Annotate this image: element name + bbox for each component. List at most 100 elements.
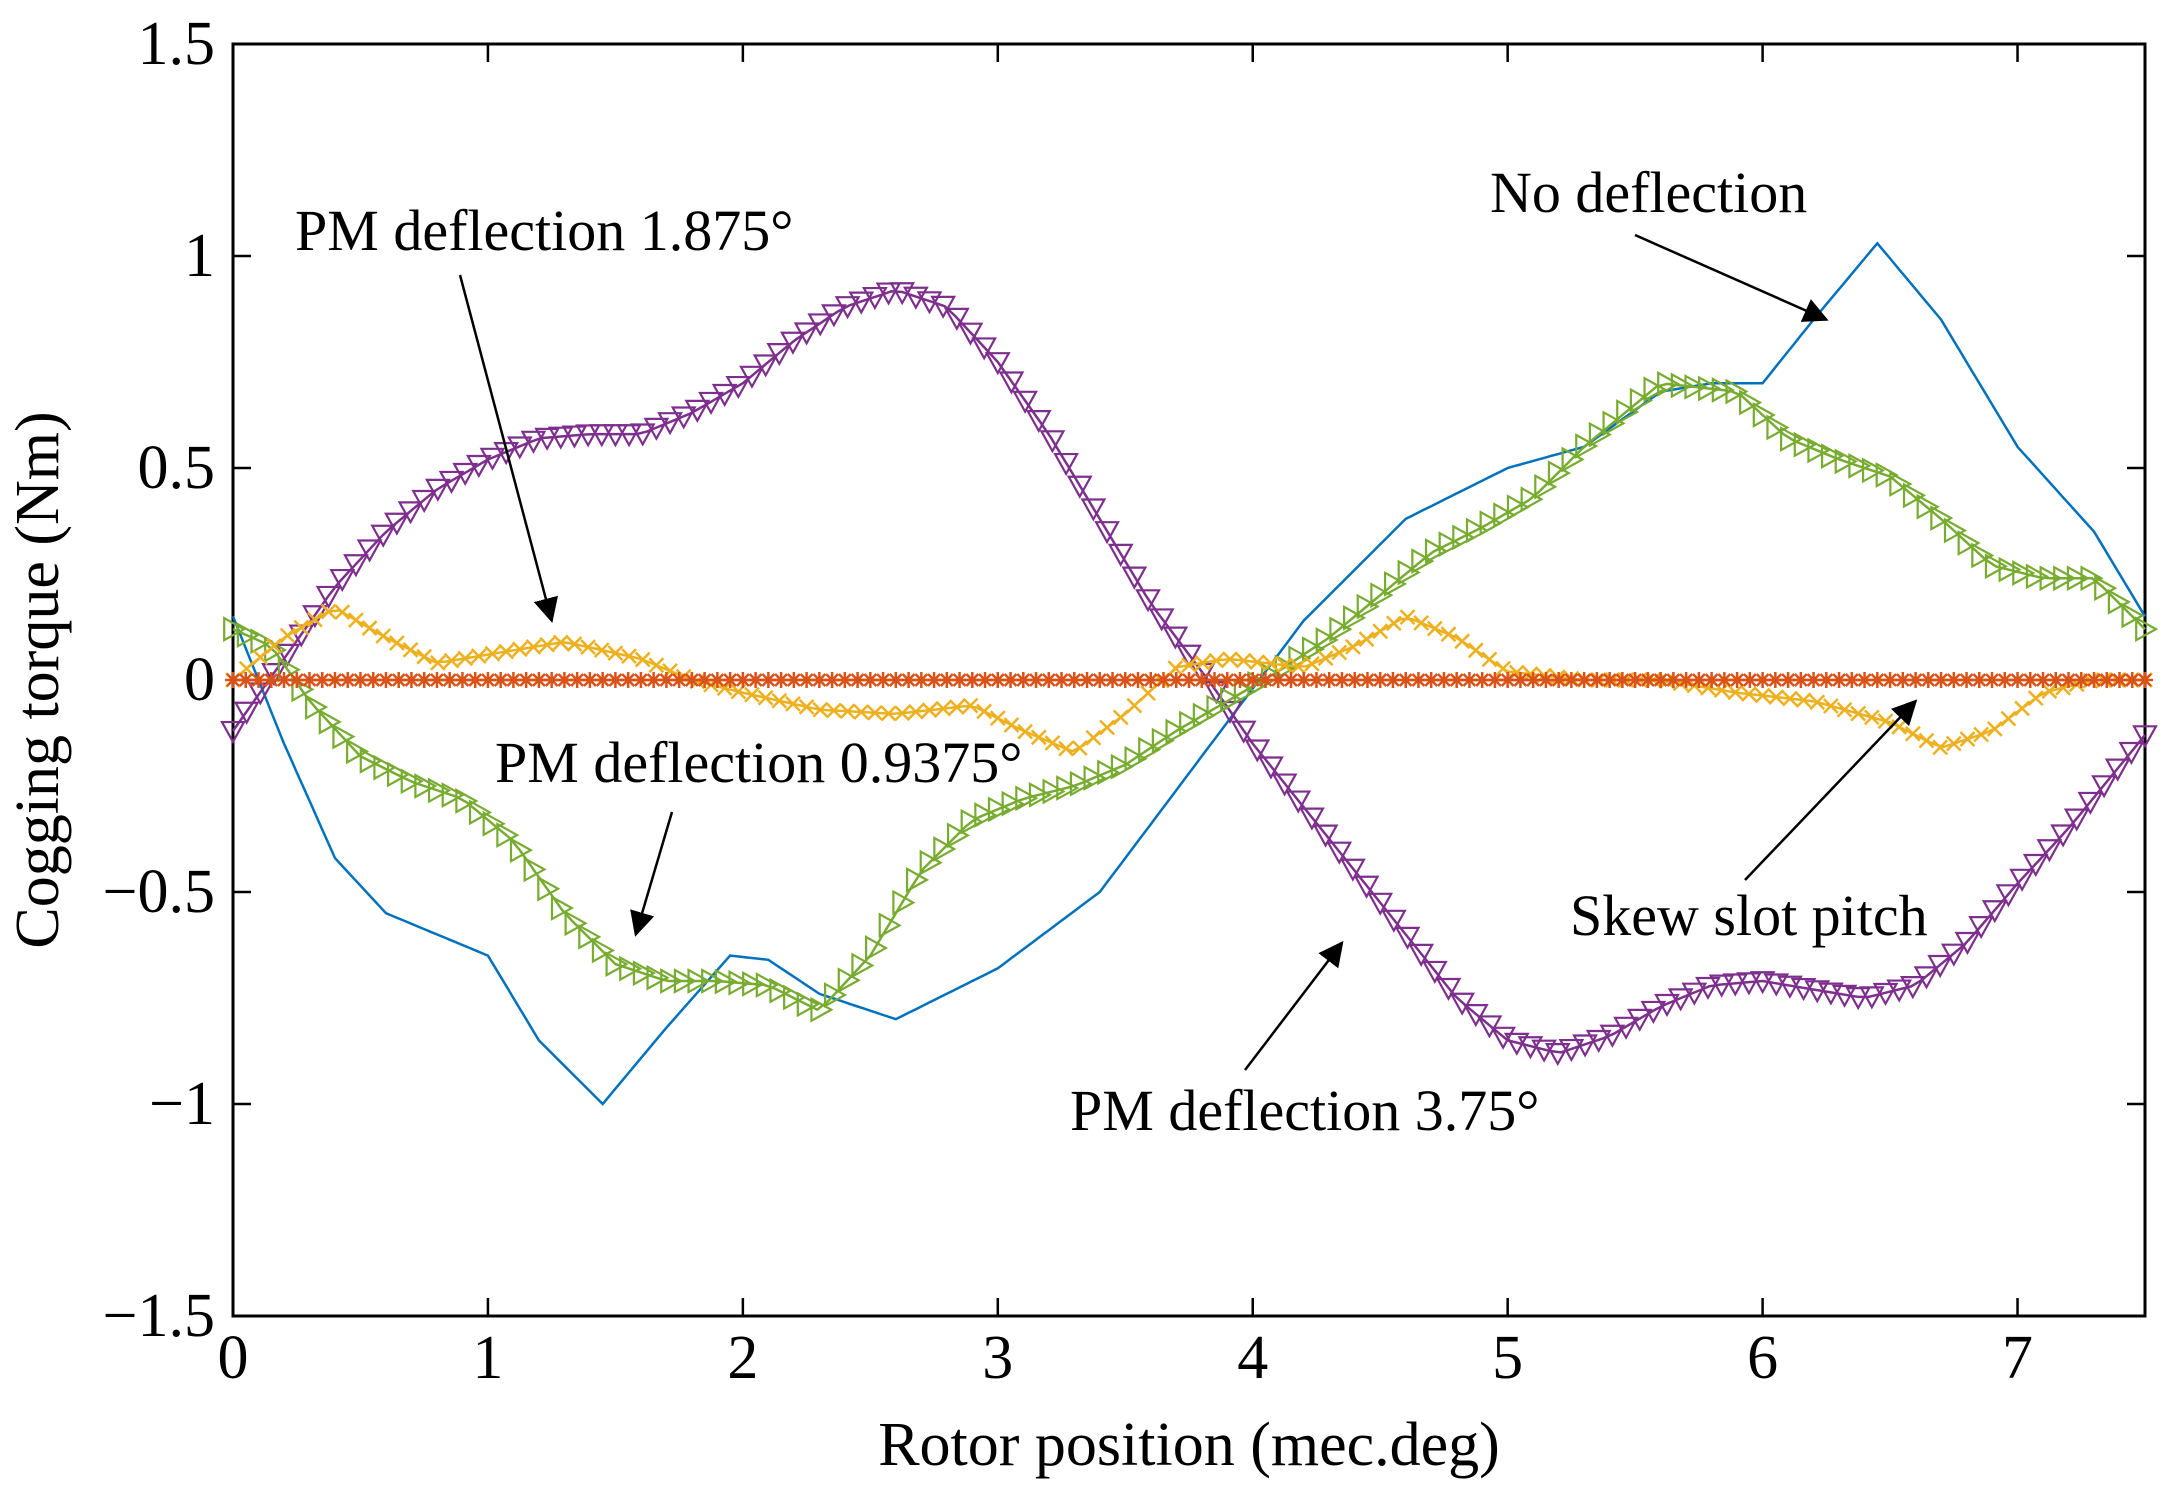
series-marker bbox=[1877, 713, 1894, 730]
series-marker bbox=[998, 371, 1025, 395]
series-marker bbox=[1588, 672, 1605, 688]
series-marker bbox=[1599, 1024, 1626, 1048]
series-marker bbox=[683, 672, 700, 688]
series-marker bbox=[427, 777, 452, 804]
series-marker bbox=[1249, 654, 1266, 671]
series-marker bbox=[960, 808, 984, 835]
series-marker bbox=[1886, 979, 1913, 1003]
series-marker bbox=[1943, 517, 1968, 544]
series-marker bbox=[1995, 884, 2022, 908]
series-marker bbox=[1493, 502, 1517, 529]
series-marker bbox=[878, 912, 902, 939]
series-marker bbox=[1818, 672, 1835, 688]
series-marker bbox=[1907, 672, 1924, 688]
series-marker bbox=[377, 672, 394, 688]
series-marker bbox=[933, 836, 957, 862]
series-marker bbox=[414, 773, 438, 799]
series-marker bbox=[780, 331, 806, 355]
series-marker bbox=[1071, 740, 1088, 756]
series-marker bbox=[701, 968, 725, 994]
series-marker bbox=[1780, 426, 1804, 452]
series-marker bbox=[921, 702, 938, 719]
series-marker bbox=[1258, 756, 1284, 780]
series-marker bbox=[1520, 486, 1544, 513]
series-marker bbox=[1222, 651, 1238, 667]
series-marker bbox=[1506, 494, 1531, 521]
series-marker bbox=[1130, 672, 1147, 688]
series-marker bbox=[798, 698, 815, 715]
series-marker bbox=[315, 585, 342, 609]
series-marker bbox=[974, 802, 998, 828]
series-marker bbox=[482, 810, 506, 837]
series-marker bbox=[1780, 672, 1797, 688]
series-marker bbox=[1512, 672, 1529, 688]
series-marker bbox=[1958, 672, 1975, 688]
series-marker bbox=[783, 984, 807, 1011]
series-marker bbox=[1044, 735, 1061, 751]
series-marker bbox=[332, 723, 356, 750]
series-marker bbox=[1643, 376, 1667, 403]
series-marker bbox=[539, 636, 555, 653]
series-marker bbox=[1167, 660, 1184, 676]
series-marker bbox=[1421, 960, 1448, 985]
series-marker bbox=[343, 554, 369, 578]
series-marker bbox=[1736, 972, 1762, 996]
annotation-arrow bbox=[1634, 233, 1829, 322]
series-marker bbox=[2022, 853, 2049, 878]
series-marker bbox=[2111, 672, 2128, 688]
series-marker bbox=[1845, 987, 1872, 1011]
series-marker bbox=[1889, 471, 1913, 497]
series-marker bbox=[534, 427, 560, 451]
series-marker bbox=[728, 969, 752, 996]
series-marker bbox=[880, 705, 897, 722]
series-marker bbox=[305, 694, 329, 720]
series-marker bbox=[493, 442, 520, 466]
series-marker bbox=[484, 645, 501, 662]
series-marker bbox=[556, 672, 573, 688]
series-marker bbox=[722, 672, 739, 688]
series-marker bbox=[250, 672, 267, 688]
series-marker bbox=[552, 634, 569, 651]
series-marker bbox=[1217, 700, 1243, 725]
series-marker bbox=[867, 704, 883, 721]
series-marker bbox=[1561, 446, 1585, 473]
series-marker bbox=[971, 337, 998, 361]
series-marker bbox=[498, 643, 515, 660]
series-marker bbox=[1678, 672, 1695, 688]
series-marker bbox=[2063, 808, 2090, 832]
series-marker bbox=[428, 672, 445, 688]
series-marker bbox=[220, 720, 246, 745]
series-marker bbox=[1563, 672, 1580, 688]
series-marker bbox=[1069, 770, 1094, 797]
series-marker bbox=[1657, 371, 1681, 397]
series-marker bbox=[785, 695, 801, 712]
series-marker bbox=[1091, 672, 1108, 688]
series-marker bbox=[1282, 672, 1299, 688]
x-tick-label: 7 bbox=[2002, 1324, 2033, 1392]
series-marker bbox=[919, 849, 943, 876]
series-marker bbox=[824, 982, 848, 1008]
annotation-arrow bbox=[1744, 699, 1918, 881]
series-marker bbox=[1117, 672, 1134, 688]
series-marker bbox=[375, 628, 392, 644]
y-tick-label: 1.5 bbox=[138, 10, 216, 78]
series-marker bbox=[2077, 791, 2104, 816]
series-marker bbox=[520, 430, 547, 454]
x-tick-label: 3 bbox=[982, 1324, 1013, 1392]
series-marker bbox=[1025, 410, 1052, 434]
series-marker bbox=[1285, 790, 1312, 814]
series-marker bbox=[1179, 710, 1203, 737]
series-marker bbox=[807, 313, 834, 337]
series-marker bbox=[361, 620, 378, 636]
series-marker bbox=[2022, 672, 2039, 688]
series-marker bbox=[1959, 731, 1976, 747]
series-marker bbox=[1793, 431, 1817, 458]
series-marker bbox=[479, 447, 506, 471]
series-marker bbox=[1616, 399, 1640, 425]
series-marker bbox=[1410, 672, 1427, 688]
series-marker bbox=[1613, 1016, 1639, 1040]
series-marker bbox=[1954, 931, 1981, 956]
series-marker bbox=[619, 955, 643, 982]
series-marker bbox=[1984, 672, 2001, 688]
series-marker bbox=[1397, 559, 1421, 586]
